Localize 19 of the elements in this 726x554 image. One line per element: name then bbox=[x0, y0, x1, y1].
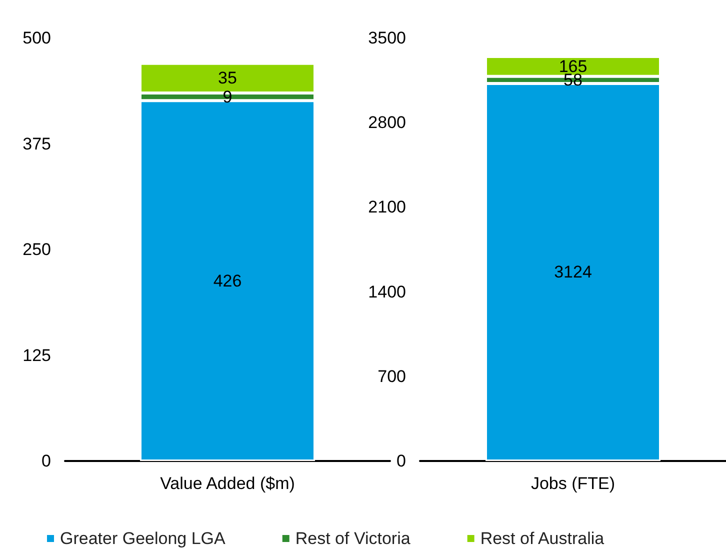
legend-label: Rest of Victoria bbox=[295, 529, 411, 548]
y-tick-label: 2800 bbox=[368, 113, 406, 132]
x-tick-label: Value Added ($m) bbox=[160, 474, 295, 493]
y-tick-label: 1400 bbox=[368, 282, 406, 302]
y-tick-label: 0 bbox=[42, 452, 51, 470]
legend-label: Rest of Australia bbox=[480, 529, 605, 548]
x-tick-label: Jobs (FTE) bbox=[530, 474, 616, 493]
y-tick-label: 500 bbox=[22, 28, 51, 48]
y-tick-label: 3500 bbox=[368, 28, 406, 48]
y-tick-label: 250 bbox=[22, 240, 51, 259]
data-label: 3124 bbox=[554, 262, 592, 282]
y-tick-label: 375 bbox=[22, 134, 51, 154]
data-label: 35 bbox=[218, 68, 237, 88]
legend-label: Greater Geelong LGA bbox=[60, 529, 226, 548]
data-label: 426 bbox=[213, 271, 242, 290]
y-tick-label: 0 bbox=[396, 452, 406, 470]
y-tick-label: 125 bbox=[22, 346, 51, 365]
y-tick-label: 2100 bbox=[368, 198, 406, 217]
y-tick-label: 700 bbox=[378, 366, 406, 386]
